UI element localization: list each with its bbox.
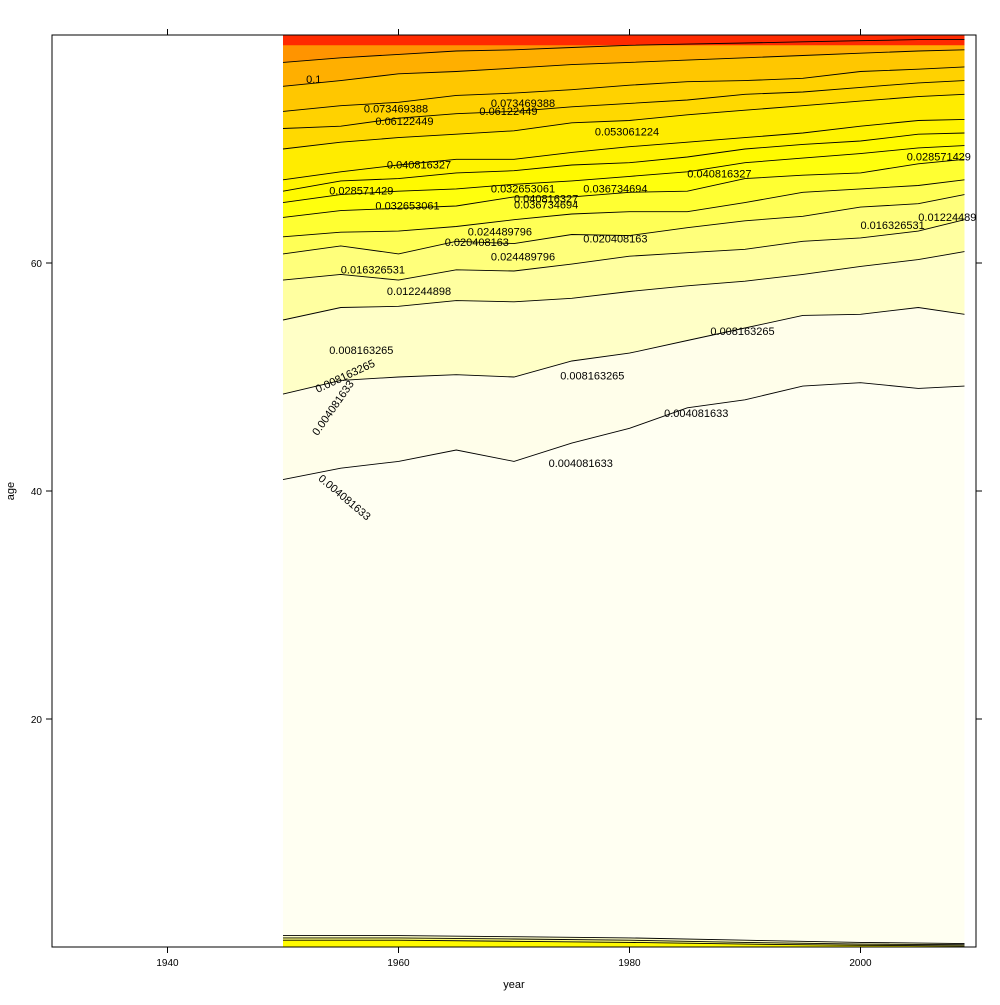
contour-label-16: 0.024489796 (491, 252, 555, 264)
x-tick-label-2: 1960 (387, 958, 410, 969)
contour-line-4 (282, 219, 965, 281)
contour-label-31: 0.1 (306, 74, 321, 86)
contour-label-29: 0.073469388 (491, 98, 555, 110)
x-tick-label-3: 1980 (618, 958, 641, 969)
contour-label-26: 0.053061224 (595, 126, 659, 138)
contour-line-17 (283, 937, 965, 946)
contour-label-19: 0.032653061 (491, 183, 555, 195)
contour-label-12: 0.016326531 (341, 264, 405, 276)
contour-line-1 (282, 382, 965, 481)
contour-label-25: 0.040816327 (387, 159, 451, 171)
contour-label-2: 0.004081633 (664, 408, 728, 420)
contour-label-10: 0.012244898 (918, 212, 982, 224)
contour-line-12 (282, 80, 965, 129)
contour-label-27: 0.06122449 (375, 116, 433, 128)
contour-label-30: 0.073469388 (364, 104, 428, 116)
contour-line-8 (282, 145, 965, 204)
y-axis-label: age (5, 482, 17, 500)
contour-line-3 (282, 251, 965, 321)
contour-label-13: 0.020408163 (445, 237, 509, 249)
contour-line-13 (282, 66, 965, 112)
contour-line-10 (282, 118, 965, 181)
x-tick-label-4: 2000 (849, 958, 872, 969)
infant-band-3 (283, 940, 965, 947)
contour-label-21: 0.036734694 (583, 183, 647, 195)
contour-label-22: 0.036734694 (514, 199, 578, 211)
contour-label-23: 0.040816327 (687, 169, 751, 181)
contour-line-5 (282, 194, 965, 255)
contour-line-11 (282, 93, 965, 150)
contour-line-9 (282, 132, 965, 192)
contour-label-6: 0.008163265 (560, 370, 624, 382)
contour-band-top (283, 35, 965, 46)
contour-label-7: 0.008163265 (710, 326, 774, 338)
x-tick-label-1: 1940 (156, 958, 179, 969)
y-tick-label-3: 60 (31, 259, 43, 270)
contour-label-9: 0.012244898 (387, 286, 451, 298)
contour-label-17: 0.028571429 (907, 151, 971, 163)
contour-line-6 (282, 179, 965, 238)
contour-line-7 (282, 158, 965, 218)
y-tick-label-1: 20 (31, 715, 43, 726)
contour-label-18: 0.028571429 (329, 186, 393, 198)
contour-label-24: 0.040816327 (514, 194, 578, 206)
contour-label-5: 0.008163265 (329, 345, 393, 357)
contour-line-14 (282, 49, 965, 87)
y-tick-label-2: 40 (31, 487, 43, 498)
contour-line-15 (282, 39, 965, 63)
contour-line-16 (283, 935, 965, 945)
contour-label-1: 0.004081633 (549, 458, 613, 470)
contour-label-15: 0.024489796 (468, 227, 532, 239)
contour-label-28: 0.06122449 (479, 106, 537, 118)
contour-line-2 (282, 307, 965, 395)
contour-label-11: 0.016326531 (861, 220, 925, 232)
contour-label-14: 0.020408163 (583, 234, 647, 246)
contour-label-20: 0.032653061 (375, 200, 439, 212)
x-axis-label: year (503, 979, 525, 991)
contour-line-18 (283, 939, 965, 947)
